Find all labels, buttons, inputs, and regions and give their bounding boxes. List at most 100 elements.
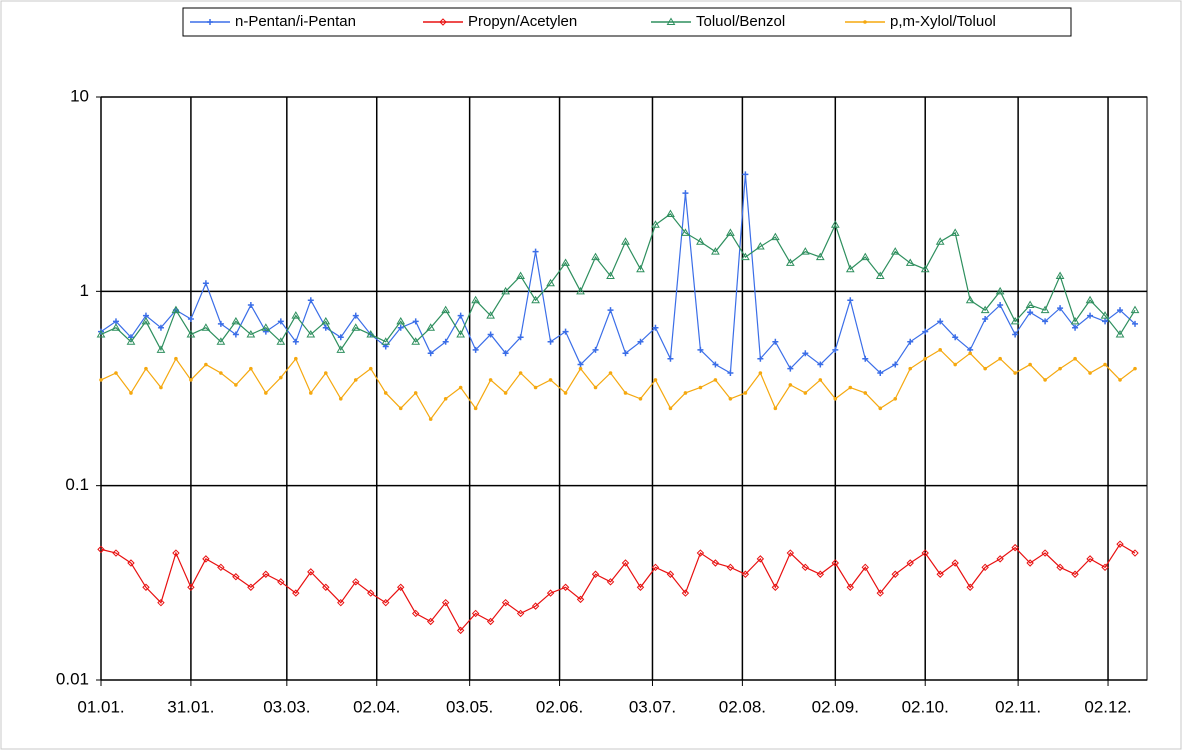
marker xyxy=(561,583,570,591)
marker xyxy=(516,271,525,279)
marker xyxy=(621,237,630,245)
marker xyxy=(144,366,148,371)
marker xyxy=(607,307,614,314)
marker xyxy=(713,378,718,382)
marker xyxy=(321,316,331,325)
marker xyxy=(262,570,270,578)
marker xyxy=(202,555,210,563)
legend-box xyxy=(182,7,1072,37)
marker xyxy=(112,549,120,557)
marker xyxy=(127,559,135,567)
marker xyxy=(96,329,106,338)
marker xyxy=(308,391,313,395)
marker xyxy=(576,286,585,295)
marker xyxy=(562,328,569,335)
marker xyxy=(861,563,869,572)
marker xyxy=(890,247,900,255)
marker xyxy=(741,252,750,261)
marker xyxy=(996,555,1004,563)
marker xyxy=(938,348,942,352)
plot-area xyxy=(101,97,1147,680)
marker xyxy=(336,345,346,353)
marker xyxy=(351,323,361,331)
marker xyxy=(141,316,151,325)
marker xyxy=(1043,378,1047,382)
marker xyxy=(471,609,480,618)
marker xyxy=(367,589,375,597)
marker xyxy=(893,396,898,401)
series-line xyxy=(100,174,1136,374)
series-line xyxy=(100,349,1136,421)
marker xyxy=(249,366,253,371)
marker xyxy=(923,356,928,361)
marker xyxy=(756,555,765,563)
marker xyxy=(411,337,421,345)
marker xyxy=(547,338,554,345)
marker xyxy=(488,378,493,382)
marker xyxy=(1072,324,1079,331)
marker xyxy=(157,598,165,607)
marker xyxy=(1058,366,1062,371)
marker xyxy=(786,549,795,557)
marker xyxy=(1115,329,1125,338)
marker xyxy=(592,346,599,353)
marker xyxy=(936,570,944,578)
marker xyxy=(458,385,463,390)
marker xyxy=(503,391,508,395)
marker xyxy=(337,598,345,607)
marker xyxy=(905,258,915,266)
marker xyxy=(802,350,809,357)
marker xyxy=(937,318,944,325)
marker xyxy=(997,302,1004,309)
marker xyxy=(681,228,690,236)
marker xyxy=(696,549,705,557)
marker xyxy=(546,278,555,287)
marker xyxy=(622,350,629,357)
marker xyxy=(921,549,929,557)
marker xyxy=(741,570,750,578)
marker xyxy=(204,362,208,367)
marker xyxy=(1056,563,1064,572)
marker xyxy=(264,391,268,395)
marker xyxy=(863,20,867,24)
marker xyxy=(232,331,239,338)
marker xyxy=(1055,271,1065,279)
marker xyxy=(338,396,343,401)
marker xyxy=(1025,300,1035,309)
x-tick-label: 02.08. xyxy=(719,697,766,716)
marker xyxy=(908,366,913,371)
marker xyxy=(412,318,419,325)
marker xyxy=(337,334,344,341)
marker xyxy=(352,578,360,586)
marker xyxy=(860,252,870,261)
marker xyxy=(952,334,959,341)
marker xyxy=(1132,320,1139,327)
marker xyxy=(846,583,854,591)
marker xyxy=(234,383,238,387)
marker xyxy=(1086,555,1094,563)
marker xyxy=(398,406,403,411)
marker xyxy=(1057,305,1064,312)
marker xyxy=(247,583,255,591)
marker xyxy=(471,295,481,304)
marker xyxy=(711,247,720,255)
y-tick-label: 10 xyxy=(70,86,89,105)
marker xyxy=(174,356,178,361)
marker xyxy=(99,378,103,382)
marker xyxy=(548,378,553,382)
marker xyxy=(114,371,118,375)
marker xyxy=(1117,307,1124,314)
legend-label: n-Pentan/i-Pentan xyxy=(235,13,356,30)
marker xyxy=(1070,316,1080,325)
marker xyxy=(742,171,749,178)
marker xyxy=(456,626,465,635)
marker xyxy=(1040,305,1050,314)
marker xyxy=(757,355,764,362)
x-tick-label: 03.03. xyxy=(263,697,310,716)
marker xyxy=(636,264,645,273)
marker xyxy=(968,351,972,356)
marker xyxy=(651,563,660,572)
marker xyxy=(772,338,779,345)
marker xyxy=(1012,331,1019,338)
marker xyxy=(621,559,630,567)
